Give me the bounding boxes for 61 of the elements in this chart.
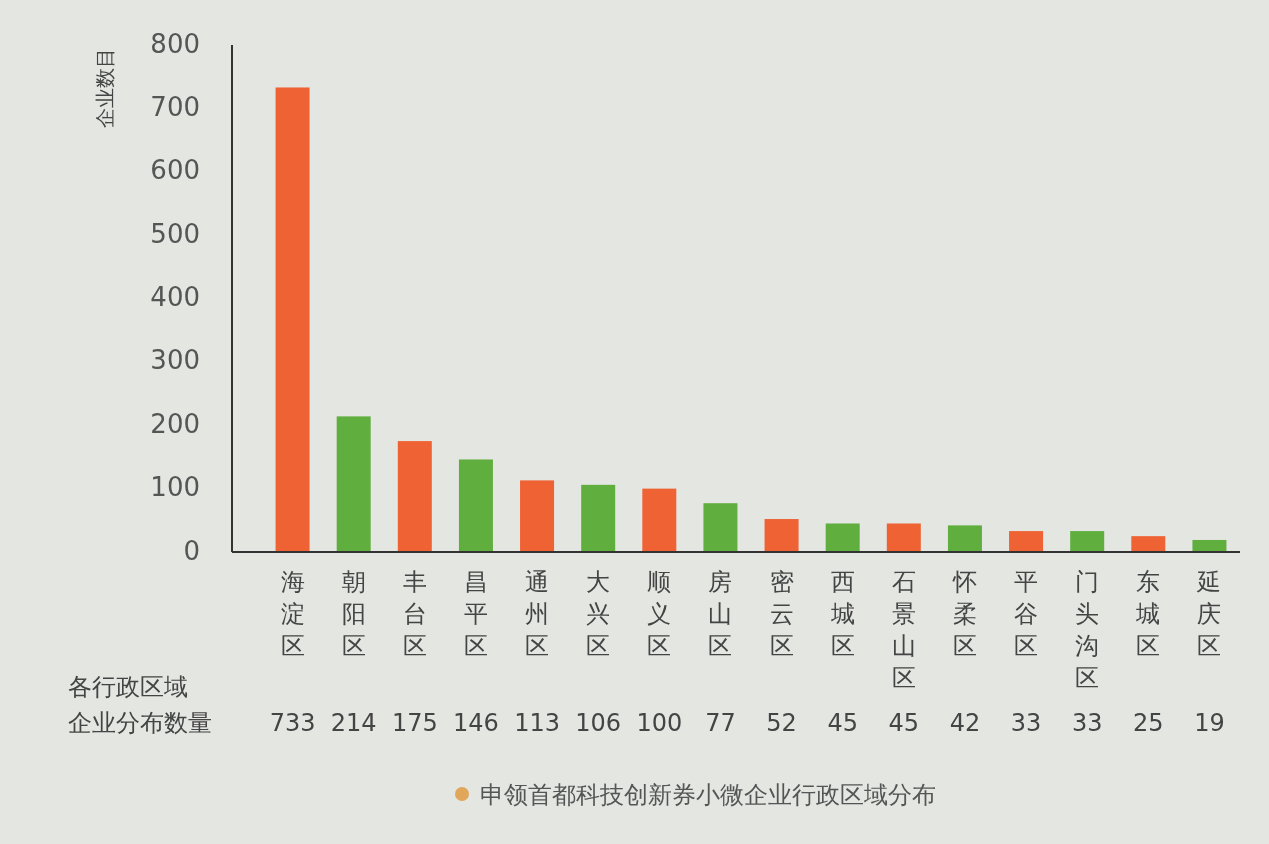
data-label: 733: [269, 709, 316, 737]
bar: [520, 480, 555, 552]
bar: [886, 523, 921, 552]
bar: [1131, 536, 1166, 552]
bar: [581, 484, 616, 552]
data-label: 33: [1010, 709, 1042, 737]
x-tick-label: 海淀区: [280, 568, 305, 660]
x-tick-label: 石景山区: [891, 568, 916, 692]
data-label: 214: [330, 709, 377, 737]
data-label: 42: [949, 709, 981, 737]
y-tick-label: 0: [183, 535, 200, 566]
y-tick-label: 800: [150, 28, 200, 59]
text: 企业分布数量: [68, 709, 212, 737]
bar: [642, 488, 677, 552]
bar: [947, 525, 982, 552]
x-tick-label: 顺义区: [647, 568, 672, 660]
x-tick-label: 延庆区: [1196, 568, 1222, 660]
bar: [1192, 539, 1227, 552]
bar: [275, 87, 310, 552]
data-label: 19: [1194, 709, 1225, 737]
data-label: 52: [766, 709, 797, 737]
data-label: 45: [827, 709, 858, 737]
data-label: 33: [1071, 709, 1103, 737]
x-tick-label: 门头沟区: [1075, 568, 1100, 692]
x-tick-label: 大兴区: [586, 568, 611, 660]
bar: [397, 441, 432, 552]
text: 各行政区域: [68, 673, 188, 701]
x-tick-label: 西城区: [829, 568, 855, 660]
x-tick-label: 怀柔区: [951, 568, 977, 660]
bar: [703, 503, 738, 552]
data-label: 175: [391, 709, 438, 737]
text: 申领首都科技创新券小微企业行政区域分布: [480, 781, 936, 809]
bar: [336, 416, 371, 552]
x-tick-label: 通州区: [525, 568, 550, 660]
data-label: 45: [888, 709, 920, 737]
x-tick-label: 房山区: [708, 568, 733, 660]
data-label: 77: [705, 709, 736, 737]
data-label: 113: [514, 709, 560, 737]
bar: [1009, 531, 1044, 552]
data-label: 100: [636, 709, 683, 737]
y-tick-label: 500: [150, 218, 200, 249]
x-tick-label: 朝阳区: [341, 568, 366, 660]
data-label: 106: [575, 709, 622, 737]
x-tick-label: 平谷区: [1014, 568, 1039, 660]
y-tick-label: 700: [150, 91, 200, 122]
y-tick-label: 200: [150, 408, 200, 439]
x-tick-label: 密云区: [769, 568, 794, 660]
y-tick-label: 600: [150, 155, 200, 186]
bar: [1070, 531, 1105, 552]
data-label: 25: [1133, 709, 1164, 737]
y-tick-label: 400: [150, 282, 200, 312]
bar: [458, 459, 493, 552]
data-label: 146: [453, 709, 499, 737]
x-tick-label: 昌平区: [463, 568, 488, 660]
x-tick-label: 东城区: [1135, 568, 1161, 660]
x-tick-label: 丰台区: [402, 568, 427, 660]
y-tick-label: 300: [150, 345, 200, 376]
bar: [764, 519, 799, 552]
y-tick-label: 100: [150, 472, 200, 503]
y-axis-title: 企业数目: [92, 48, 117, 128]
bar: [825, 523, 860, 552]
